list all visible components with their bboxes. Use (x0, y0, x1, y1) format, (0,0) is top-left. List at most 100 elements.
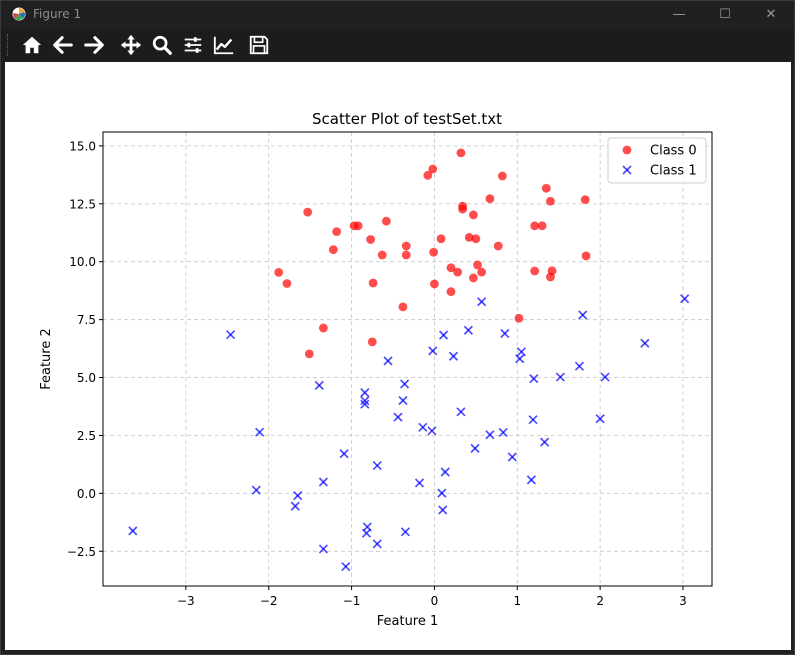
back-icon (53, 36, 73, 54)
class-0-point (423, 170, 433, 180)
class-0-point (430, 279, 439, 289)
pan-icon (120, 34, 142, 56)
data-points (128, 148, 690, 572)
class-0-point (471, 234, 481, 244)
toolbar-grip[interactable] (7, 34, 10, 56)
class-0-point (353, 221, 363, 231)
class-1-point (290, 501, 300, 511)
class-0-point (473, 260, 482, 270)
class-1-point (600, 372, 610, 382)
pan-button[interactable] (117, 31, 145, 59)
y-tick-label: −2.5 (67, 545, 96, 559)
class-1-point (528, 415, 538, 425)
chart-title: Scatter Plot of testSet.txt (312, 110, 502, 128)
y-tick-label: 2.5 (77, 429, 96, 443)
class-0-point (468, 210, 478, 220)
class-1-point (463, 325, 474, 335)
class-0-point (456, 148, 466, 158)
scatter-plot: Scatter Plot of testSet.txt −3 −2 −1 0 1 2 3 −… (39, 110, 713, 629)
plot-area (102, 131, 713, 587)
x-tick-label: 1 (513, 594, 521, 608)
class-1-point (360, 387, 370, 398)
window-controls: — ☐ ✕ (656, 1, 794, 27)
y-tick-label: 7.5 (77, 313, 96, 327)
class-1-point (360, 399, 370, 409)
class-1-point (448, 351, 459, 361)
class-0-point (485, 194, 495, 204)
class-0-point (581, 251, 591, 261)
class-0-point (274, 267, 284, 277)
navigation-toolbar (1, 29, 794, 61)
title-bar[interactable]: Figure 1 — ☐ ✕ (1, 1, 794, 27)
x-tick-label: −2 (260, 594, 278, 608)
class-0-point (428, 164, 438, 174)
y-tick-label: 10.0 (69, 255, 96, 269)
close-button[interactable]: ✕ (765, 6, 777, 22)
figure-canvas[interactable]: Scatter Plot of testSet.txt −3 −2 −1 0 1 2 3 −… (5, 62, 791, 650)
legend-label: Class 1 (650, 164, 697, 179)
class-1-point (485, 430, 495, 440)
class-1-point (254, 427, 265, 437)
y-axis: −2.5 0.0 2.5 5.0 7.5 10.0 12.5 15.0 (67, 139, 103, 559)
class-1-point (225, 330, 236, 340)
class-0-point (453, 267, 463, 277)
x-tick-label: 3 (679, 594, 687, 608)
class-1-point (398, 395, 408, 406)
class-1-point (318, 544, 329, 554)
class-1-point (427, 426, 437, 436)
class-1-point (456, 407, 466, 417)
x-tick-label: 0 (431, 594, 439, 608)
grid-lines (103, 132, 712, 586)
legend-marker (622, 145, 632, 155)
zoom-button[interactable] (148, 31, 176, 59)
x-tick-label: −1 (343, 594, 361, 608)
class-1-point (341, 561, 351, 572)
class-0-point (468, 273, 478, 283)
class-0-point (547, 266, 557, 276)
class-1-point (414, 478, 425, 488)
matplotlib-logo-icon (12, 7, 26, 21)
class-1-point (362, 522, 372, 532)
class-0-point (328, 245, 338, 255)
y-tick-label: 12.5 (69, 197, 96, 211)
class-0-point (493, 241, 503, 251)
class-1-point (640, 338, 650, 348)
subplots-button[interactable] (179, 31, 207, 59)
forward-icon (84, 36, 104, 54)
forward-button[interactable] (80, 31, 108, 59)
back-button[interactable] (49, 31, 77, 59)
class-1-point (399, 379, 410, 389)
class-1-point (526, 475, 536, 485)
class-0-point (282, 279, 292, 288)
class-1-point (516, 347, 527, 357)
class-0-point (580, 195, 590, 205)
class-0-point (537, 221, 547, 231)
home-button[interactable] (18, 31, 46, 59)
class-0-point (446, 287, 456, 296)
class-0-point (436, 234, 446, 244)
x-axis: −3 −2 −1 0 1 2 3 (177, 586, 687, 608)
class-1-point (680, 294, 690, 304)
class-0-point (303, 207, 313, 217)
class-1-point (555, 372, 565, 382)
class-0-point (398, 302, 408, 312)
class-0-point (546, 196, 555, 206)
maximize-button[interactable]: ☐ (719, 6, 731, 22)
class-1-point (574, 361, 585, 371)
class-1-point (383, 356, 393, 366)
save-button[interactable] (245, 31, 273, 59)
x-tick-label: 2 (596, 594, 604, 608)
edit-axis-button[interactable] (210, 31, 238, 59)
class-1-point (438, 505, 448, 515)
class-0-point (332, 227, 342, 237)
class-0-point (377, 250, 387, 260)
window-title: Figure 1 (33, 7, 82, 21)
class-0-point (366, 235, 376, 244)
home-icon (22, 36, 42, 54)
class-0-point (401, 241, 411, 251)
legend-box (607, 137, 707, 184)
minimize-button[interactable]: — (672, 6, 686, 22)
class-1-point (477, 297, 487, 307)
class-1-point (128, 526, 138, 536)
class-1-point (428, 346, 438, 356)
